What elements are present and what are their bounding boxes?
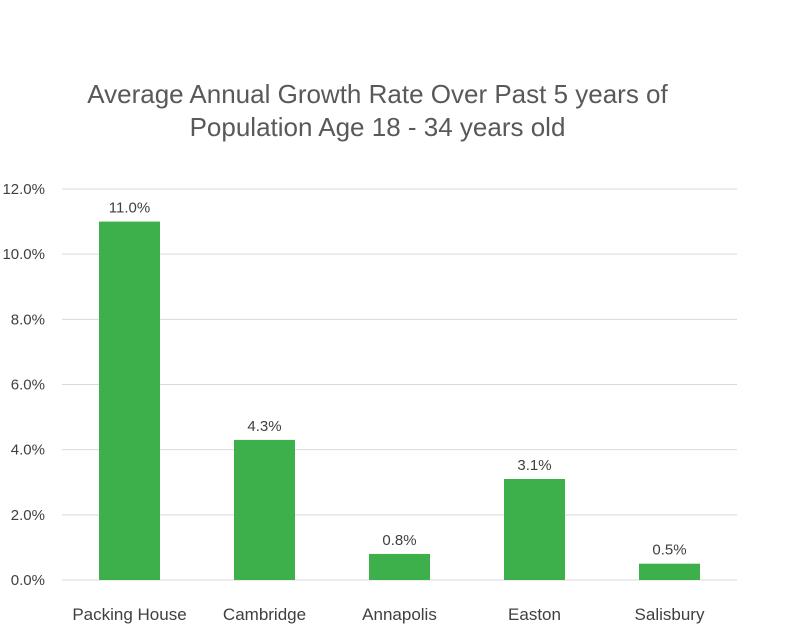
data-label: 0.8% <box>382 532 416 549</box>
bar <box>234 439 295 580</box>
y-tick-label: 12.0% <box>2 181 45 198</box>
y-tick-label: 10.0% <box>2 246 45 263</box>
bar <box>99 221 160 581</box>
chart-title: Average Annual Growth Rate Over Past 5 y… <box>0 78 755 144</box>
y-tick-label: 6.0% <box>11 377 45 394</box>
x-category-label: Salisbury <box>635 605 705 624</box>
data-label: 4.3% <box>247 418 281 435</box>
data-label: 3.1% <box>517 457 551 474</box>
bar <box>369 553 430 580</box>
y-tick-label: 0.0% <box>11 572 45 589</box>
y-tick-label: 4.0% <box>11 442 45 459</box>
data-label: 11.0% <box>109 200 150 217</box>
x-category-label: Cambridge <box>223 605 306 624</box>
bar <box>504 478 565 580</box>
chart-title-line-1: Average Annual Growth Rate Over Past 5 y… <box>87 79 668 109</box>
y-tick-label: 2.0% <box>11 507 45 524</box>
x-category-label: Packing House <box>72 605 186 624</box>
bar <box>639 563 700 580</box>
data-label: 0.5% <box>652 542 686 559</box>
y-tick-label: 8.0% <box>11 311 45 328</box>
x-category-label: Annapolis <box>362 605 437 624</box>
x-category-label: Easton <box>508 605 561 624</box>
chart-title-line-2: Population Age 18 - 34 years old <box>189 112 566 142</box>
